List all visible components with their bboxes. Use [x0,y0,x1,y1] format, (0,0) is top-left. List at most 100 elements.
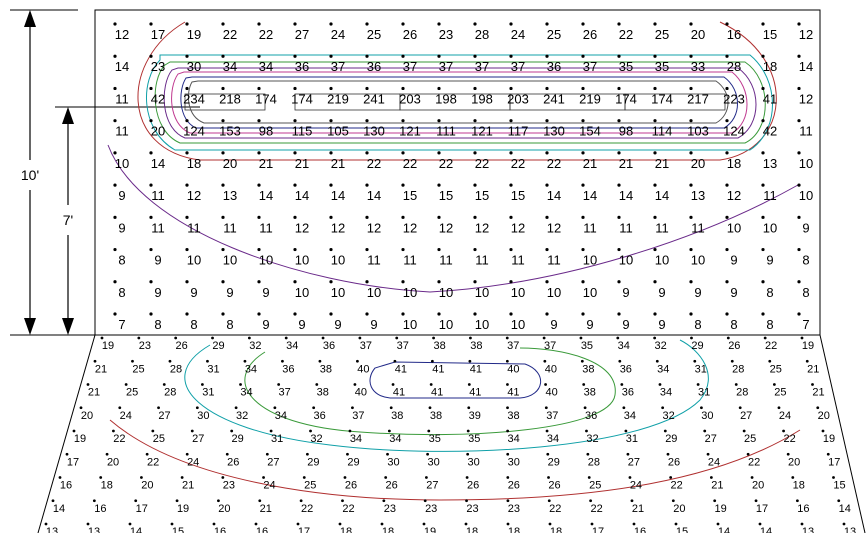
dimension-7ft-label: 7' [63,212,73,228]
grid-point [284,336,288,340]
floor-value: 31 [698,387,710,399]
grid-point [805,359,809,363]
grid-point [696,383,700,386]
grid-point [506,476,510,479]
grid-point [151,429,155,433]
grid-point [653,86,657,91]
grid-point [382,499,386,503]
grid-point [750,476,754,479]
wall-contour-gray [187,80,729,124]
grid-point [437,22,441,26]
wall-value: 8 [766,285,773,300]
grid-point [92,499,96,503]
wall-value: 9 [730,253,737,268]
grid-point [653,247,657,252]
floor-value: 26 [227,456,239,468]
grid-point [626,452,630,456]
wall-value: 10 [799,188,813,203]
wall-value: 12 [727,188,741,203]
wall-value: 21 [655,156,669,171]
wall-value: 10 [727,220,741,235]
wall-value: 26 [583,27,597,42]
grid-point [509,54,513,58]
floor-value: 22 [342,503,354,515]
floor-value: 37 [544,340,556,352]
floor-value: 28 [736,387,748,399]
grid-point [618,359,622,363]
grid-point [725,119,729,123]
grid-point [473,54,477,58]
grid-point [725,247,729,252]
grid-point [51,499,55,503]
dimension-10ft-label: 10' [21,167,39,183]
grid-point [658,383,662,386]
grid-point [293,280,297,284]
wall-value: 174 [255,91,277,106]
wall-value: 22 [403,156,417,171]
grid-point [401,183,405,187]
grid-point [221,86,225,91]
floor-value: 22 [301,503,313,515]
floor-value: 30 [701,410,713,422]
wall-value: 25 [547,27,561,42]
grid-point [628,476,632,479]
wall-value: 10 [799,156,813,171]
floor-value: 23 [384,503,396,515]
grid-point [221,54,225,58]
wall-value: 8 [118,285,125,300]
grid-point [837,499,841,503]
wall-value: 20 [691,156,705,171]
grid-point [437,183,441,187]
floor-value: 36 [620,363,632,375]
grid-point [761,54,765,58]
grid-point [545,215,549,219]
floor-value: 31 [695,363,707,375]
wall-value: 9 [154,253,161,268]
wall-value: 35 [619,59,633,74]
floor-value: 38 [433,340,445,352]
grid-point [473,86,477,91]
floor-value: 37 [352,410,364,422]
wall-value: 7 [118,317,125,332]
grid-point [797,280,801,284]
wall-value: 8 [226,317,233,332]
floor-value: 27 [267,456,279,468]
wall-value: 11 [763,188,777,203]
floor-value: 34 [547,433,559,445]
wall-value: 10 [295,253,309,268]
floor-value: 14 [760,526,772,533]
wall-value: 10 [331,253,345,268]
wall-value: 174 [615,91,637,106]
grid-point [465,476,469,479]
floor-value: 19 [823,433,835,445]
grid-point [185,86,189,91]
floor-value: 24 [187,456,199,468]
wall-value: 21 [295,156,309,171]
wall-value: 12 [403,220,417,235]
wall-value: 14 [799,59,813,74]
grid-point [230,429,234,433]
grid-point [466,452,470,456]
grid-point [113,151,117,155]
floor-value: 26 [176,340,188,352]
grid-point [269,429,273,433]
grid-point [293,119,297,123]
grid-point [273,406,277,410]
wall-value: 16 [727,27,741,42]
grid-point [816,406,820,410]
floor-value: 24 [120,410,132,422]
grid-point [617,86,621,91]
wall-value: 8 [802,285,809,300]
floor-value: 23 [508,503,520,515]
floor-value: 32 [586,433,598,445]
wall-contours [107,21,799,293]
floor-value: 20 [218,503,230,515]
floor-value: 32 [236,410,248,422]
wall-value: 218 [219,91,241,106]
grid-point [113,119,117,123]
grid-point [738,406,742,410]
wall-value: 11 [475,253,489,268]
wall-contour-teal [146,54,773,151]
grid-point [630,499,634,503]
grid-point [391,383,395,386]
